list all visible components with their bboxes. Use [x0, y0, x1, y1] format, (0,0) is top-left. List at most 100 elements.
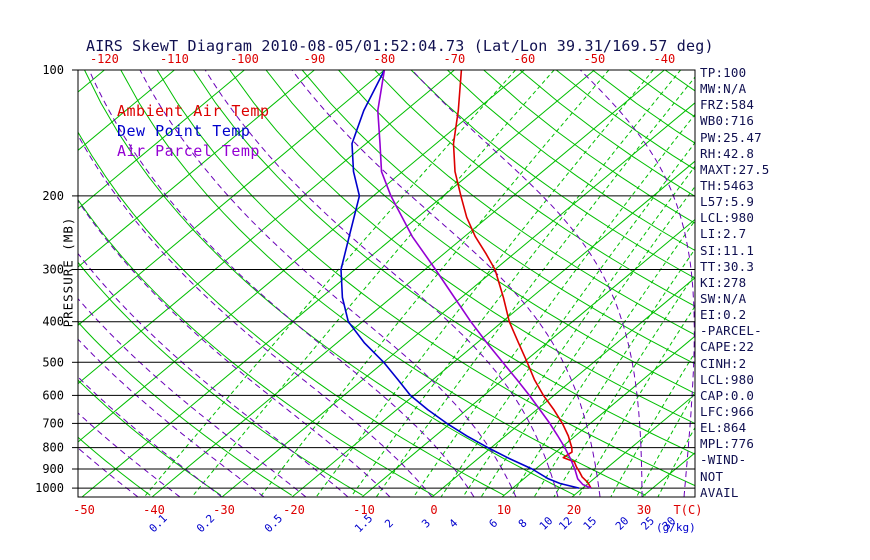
dry-adiabat-line: [192, 70, 695, 455]
stat-line: LCL:980: [700, 371, 755, 387]
dry-adiabat-line: [374, 70, 695, 307]
isotherm-line: [78, 70, 175, 151]
moist-adiabat-line: [139, 70, 517, 497]
dry-adiabat-line: [78, 199, 434, 496]
tick-label: 600: [42, 388, 64, 402]
dry-adiabat-line: [410, 70, 695, 279]
tick-label: 30: [637, 503, 651, 517]
dry-adiabat-line: [156, 70, 695, 487]
tick-label: 200: [42, 189, 64, 203]
plot-area: [78, 70, 695, 497]
isotherm-line: [151, 70, 665, 497]
mixing-ratio-line: [440, 141, 695, 497]
moist-adiabat-line: [579, 70, 695, 497]
moist-adiabat-line: [204, 70, 559, 497]
dry-adiabat-line: [78, 379, 222, 496]
stat-line: FRZ:584: [700, 97, 755, 113]
moist-adiabat-line: [88, 70, 475, 497]
stat-line: EI:0.2: [700, 307, 747, 323]
tick-label: 10: [537, 514, 556, 533]
stat-line: NOT: [700, 468, 724, 484]
tick-label: -100: [230, 52, 259, 66]
tick-label: 500: [42, 355, 64, 369]
tick-label: 3: [419, 517, 433, 531]
tick-label: -120: [90, 52, 119, 66]
series-air-parcel-temp: [377, 70, 592, 489]
isotherm-line: [78, 70, 455, 385]
moist-adiabat-line: [78, 252, 349, 497]
dry-adiabat-line: [229, 70, 695, 425]
mixing-ratio-line: [553, 272, 695, 497]
stat-line: LI:2.7: [700, 226, 747, 242]
pressure-axis-label: PRESSURE (MB): [60, 216, 76, 328]
stat-line: CAP:0.0: [700, 387, 755, 403]
stat-line: EL:864: [700, 420, 747, 436]
series-ambient-air-temp: [452, 70, 592, 489]
stat-line: AVAIL: [700, 484, 739, 500]
stat-line: MPL:776: [700, 436, 755, 452]
isotherm-line: [501, 335, 695, 497]
tick-label: -60: [514, 52, 536, 66]
stat-line: MW:N/A: [700, 81, 747, 97]
tick-label: 12: [556, 514, 575, 533]
tick-label: 4: [447, 516, 461, 530]
moist-adiabat-line: [78, 376, 223, 497]
stat-line: SI:11.1: [700, 242, 755, 258]
chart-legend: Ambient Air Temp Dew Point Temp Air Parc…: [117, 101, 270, 161]
mixing-ratio-line: [533, 248, 695, 497]
mixing-ratio-line: [610, 351, 695, 497]
tick-label: 20: [567, 503, 581, 517]
mixing-ratio-line: [375, 76, 695, 497]
stat-line: CINH:2: [700, 355, 747, 371]
stat-line: LCL:980: [700, 210, 755, 226]
mixing-ratio-line: [191, 70, 555, 497]
tick-label: -20: [283, 503, 305, 517]
dry-adiabat-line: [301, 70, 695, 365]
tick-label: (g/kg): [656, 521, 696, 534]
mixing-ratio-line: [315, 70, 654, 497]
dry-adiabat-line: [483, 70, 695, 224]
isotherm-line: [81, 70, 595, 497]
tick-label: 0.5: [262, 512, 285, 535]
stat-line: KI:278: [700, 274, 747, 290]
isotherm-line: [361, 218, 695, 497]
legend-air-parcel-temp: Air Parcel Temp: [117, 142, 260, 160]
moist-adiabat-line: [291, 70, 601, 497]
tick-label: 10: [497, 503, 511, 517]
stat-line: LFC:966: [700, 403, 755, 419]
stat-line: PW:25.47: [700, 129, 762, 145]
tick-label: -30: [213, 503, 235, 517]
tick-label: 0: [430, 503, 437, 517]
mixing-ratio-line: [413, 113, 695, 497]
stat-line: -WIND-: [700, 452, 747, 468]
stat-line: TH:5463: [700, 177, 755, 193]
tick-label: 8: [516, 517, 530, 531]
isotherm-line: [78, 70, 245, 210]
tick-label: -10: [353, 503, 375, 517]
stat-line: TP:100: [700, 65, 747, 80]
tick-label: -40: [143, 503, 165, 517]
stats-panel: TP:100 MW:N/A FRZ:584 WB0:716 PW:25.47 RH:42.…: [700, 66, 770, 499]
tick-label: -110: [160, 52, 189, 66]
isotherm-line: [78, 70, 525, 443]
dry-adiabat-line: [338, 70, 695, 336]
moist-adiabat-line: [78, 338, 265, 497]
tick-label: 800: [42, 441, 64, 455]
dry-adiabat-line: [78, 261, 363, 496]
dry-adiabat-line: [120, 70, 646, 496]
dry-adiabat-line: [78, 436, 151, 496]
stat-line: SW:N/A: [700, 290, 747, 306]
dry-adiabat-line: [78, 131, 505, 496]
legend-ambient-air-temp: Ambient Air Temp: [117, 102, 270, 120]
series-dew-point-temp: [340, 70, 580, 489]
isotherm-line: [291, 160, 695, 497]
chart-title: AIRS SkewT Diagram 2010-08-05/01:52:04.7…: [86, 37, 714, 55]
tick-label: 6: [486, 517, 500, 531]
moist-adiabat-line: [78, 297, 307, 497]
tick-label: 25: [638, 514, 657, 533]
isotherm-line: [571, 393, 695, 497]
legend-dew-point-temp: Dew Point Temp: [117, 122, 251, 140]
tick-label: 1000: [35, 481, 64, 495]
